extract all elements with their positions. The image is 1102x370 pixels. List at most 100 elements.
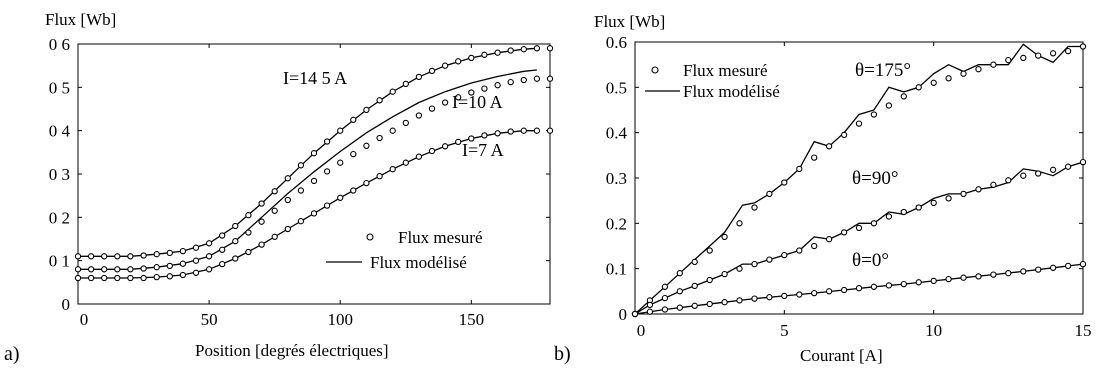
panel-a-series-1-measured-point	[114, 253, 121, 260]
panel-a-series-2-measured-point	[455, 94, 462, 101]
panel-a-series-3-measured-point	[507, 128, 514, 135]
panel-a-series-label-1: I=14 5 A	[283, 68, 347, 88]
panel-a-series-3-measured-point	[363, 179, 370, 187]
panel-a-series-3-measured-point	[350, 187, 357, 194]
panel-b-series-2-measured-point	[840, 229, 848, 236]
panel-a-series-2-measured-point	[140, 265, 147, 272]
panel-b-series-1-measured-point	[1049, 50, 1057, 57]
panel-a-ytick-label: 0 2	[49, 208, 70, 227]
panel-a-series-2-measured-point	[179, 260, 187, 267]
panel-b-series-2-measured-point	[870, 220, 878, 227]
panel-a-series-3-measured-point	[192, 269, 200, 276]
panel-b-series-3-measured-point	[1005, 270, 1012, 277]
panel-a-series-3-measured-point	[323, 202, 331, 209]
panel-b-xtick-label: 15	[1075, 321, 1092, 340]
panel-a-series-2-measured-point	[402, 119, 409, 127]
panel-a-series-label-2: I=10 A	[452, 92, 503, 112]
panel-a-series-1-measured-point	[323, 138, 331, 145]
panel-a-series-3-measured-point	[153, 273, 160, 281]
chart-panel-a: Flux [Wb] 00 10 20 30 40 50 6 0 50 100 150 …	[4, 10, 554, 365]
panel-a-series-3-measured-point	[140, 274, 147, 282]
panel-b-series-1-measured-point	[721, 233, 728, 241]
panel-b-series-3-measured-point	[855, 285, 863, 292]
panel-b-series-1-measured-point	[915, 84, 922, 91]
panel-b-series-2-measured-point	[736, 265, 743, 272]
panel-b-series-2-measured-point	[706, 276, 713, 284]
panel-b-legend-marker	[651, 66, 659, 74]
panel-b-series-1-measured-point	[706, 247, 713, 254]
panel-a-series-1-measured-point	[284, 175, 291, 182]
panel-a-series-3-measured-point	[258, 241, 265, 248]
panel-a-series-3-measured-point	[468, 135, 475, 142]
panel-b-series-1-measured-point	[1079, 43, 1087, 50]
panel-a-series-1-measured-point	[219, 232, 226, 239]
panel-b-ytick-label: 0.5	[606, 78, 627, 97]
panel-b-series-1-measured-point	[930, 79, 937, 86]
panel-a-xtick-label: 50	[201, 310, 218, 329]
panel-b-xtick-label: 10	[925, 321, 942, 340]
panel-b-series-1-measured-point	[1064, 47, 1072, 55]
panel-a-legend: Flux mesuré Flux modélisé	[326, 228, 483, 272]
panel-a-series-2-measured-point	[258, 218, 265, 225]
panel-a-ytick-label: 0 6	[49, 35, 70, 54]
panel-a-series-3-measured-point	[297, 218, 305, 225]
panel-b-series-label-2: θ=90°	[852, 168, 898, 189]
panel-a-series-1-measured-point	[101, 253, 108, 260]
panel-b-series-1-measured-point	[766, 190, 773, 198]
panel-b-series-1-measured-point	[855, 120, 863, 127]
panel-b-series-1-measured-point	[975, 66, 982, 73]
panel-b-series-2-measured-point	[721, 270, 728, 278]
panel-a-series-1-measured-point	[441, 62, 449, 69]
panel-a-series-2-measured-point	[271, 207, 278, 214]
panel-b-series-3-measured-point	[930, 277, 937, 285]
panel-b-series-1-measured-point	[751, 204, 758, 211]
panel-a-series-3-measured-point	[219, 260, 226, 268]
panel-b-legend: Flux mesuré Flux modélisé	[645, 61, 780, 101]
panel-b-series-3-measured-point	[990, 271, 997, 278]
panel-b-series-1-measured-point	[885, 102, 893, 109]
panel-a-ylabel: Flux [Wb]	[45, 10, 116, 29]
panel-a-series-1-measured-point	[140, 252, 147, 259]
panel-a-series-1-measured-point	[520, 46, 527, 53]
panel-a-series-2-measured-point	[481, 85, 488, 92]
panel-b-series-2-measured-point	[1020, 172, 1027, 179]
chart-panel-b: Flux [Wb] 0 0.1 0.2 0.3 0.4 0.5 0.6 0 5 10 15 θ=1…	[554, 12, 1092, 365]
panel-a-series-1-measured-point	[127, 253, 134, 260]
panel-a-series-1-measured-point	[205, 240, 213, 247]
panel-a-series-1-measured-point	[402, 80, 409, 88]
panel-a-y-ticks: 0 0 1 0 2 0 3 0 4 0 5 0 6	[49, 35, 550, 314]
panel-a-series-2-measured-point	[205, 253, 213, 260]
panel-a-series-2-measured-point	[533, 75, 541, 82]
panel-b-series-2-measured-point	[796, 247, 803, 254]
panel-b-series-3-measured-point	[646, 308, 654, 315]
panel-a-series-3-measured-point	[546, 127, 554, 134]
panel-b-series-2-measured-point	[646, 301, 654, 309]
panel-a-series-2-measured-point	[310, 177, 318, 185]
panel-a-series-2-measured-point	[127, 266, 134, 273]
panel-b-series-3-measured-point	[691, 302, 698, 309]
panel-a-series-3-measured-point	[166, 273, 173, 280]
panel-a-series-label-3: I=7 A	[462, 140, 504, 160]
panel-b-series-3-measured-point	[781, 292, 788, 300]
panel-a-series-1-measured-point	[389, 88, 396, 95]
panel-b-series-2-measured-point	[960, 190, 967, 198]
panel-a-series-2-measured-point	[428, 105, 436, 112]
panel-b-series-3-measured-point	[706, 300, 713, 308]
panel-b-ytick-label: 0	[619, 305, 628, 324]
panel-a-series-2-measured-point	[546, 75, 554, 82]
panel-b-series-3-measured-point	[1035, 266, 1042, 273]
panel-a-series-2-measured-point	[101, 266, 108, 273]
panel-b-series-1-measured-point	[990, 61, 997, 68]
panel-b-series-3-measured-point	[796, 291, 803, 298]
panel-b-series-2-measured-point	[990, 181, 997, 188]
panel-a-series-3-measured-point	[114, 274, 121, 282]
panel-b-series-2-measured-point	[915, 204, 922, 211]
panel-b-series-3-measured-point	[945, 275, 952, 283]
panel-b-series-2-measured-point	[676, 288, 683, 295]
panel-a-series-2-measured-point	[284, 196, 291, 204]
panel-b-x-ticks: 0 5 10 15	[637, 42, 1092, 340]
panel-a-series-3-measured-point	[415, 153, 423, 160]
panel-a-series-1-measured-point	[297, 162, 305, 169]
panel-a-series-1-measured-point	[468, 54, 475, 62]
panel-b-legend-model: Flux modélisé	[683, 82, 780, 101]
